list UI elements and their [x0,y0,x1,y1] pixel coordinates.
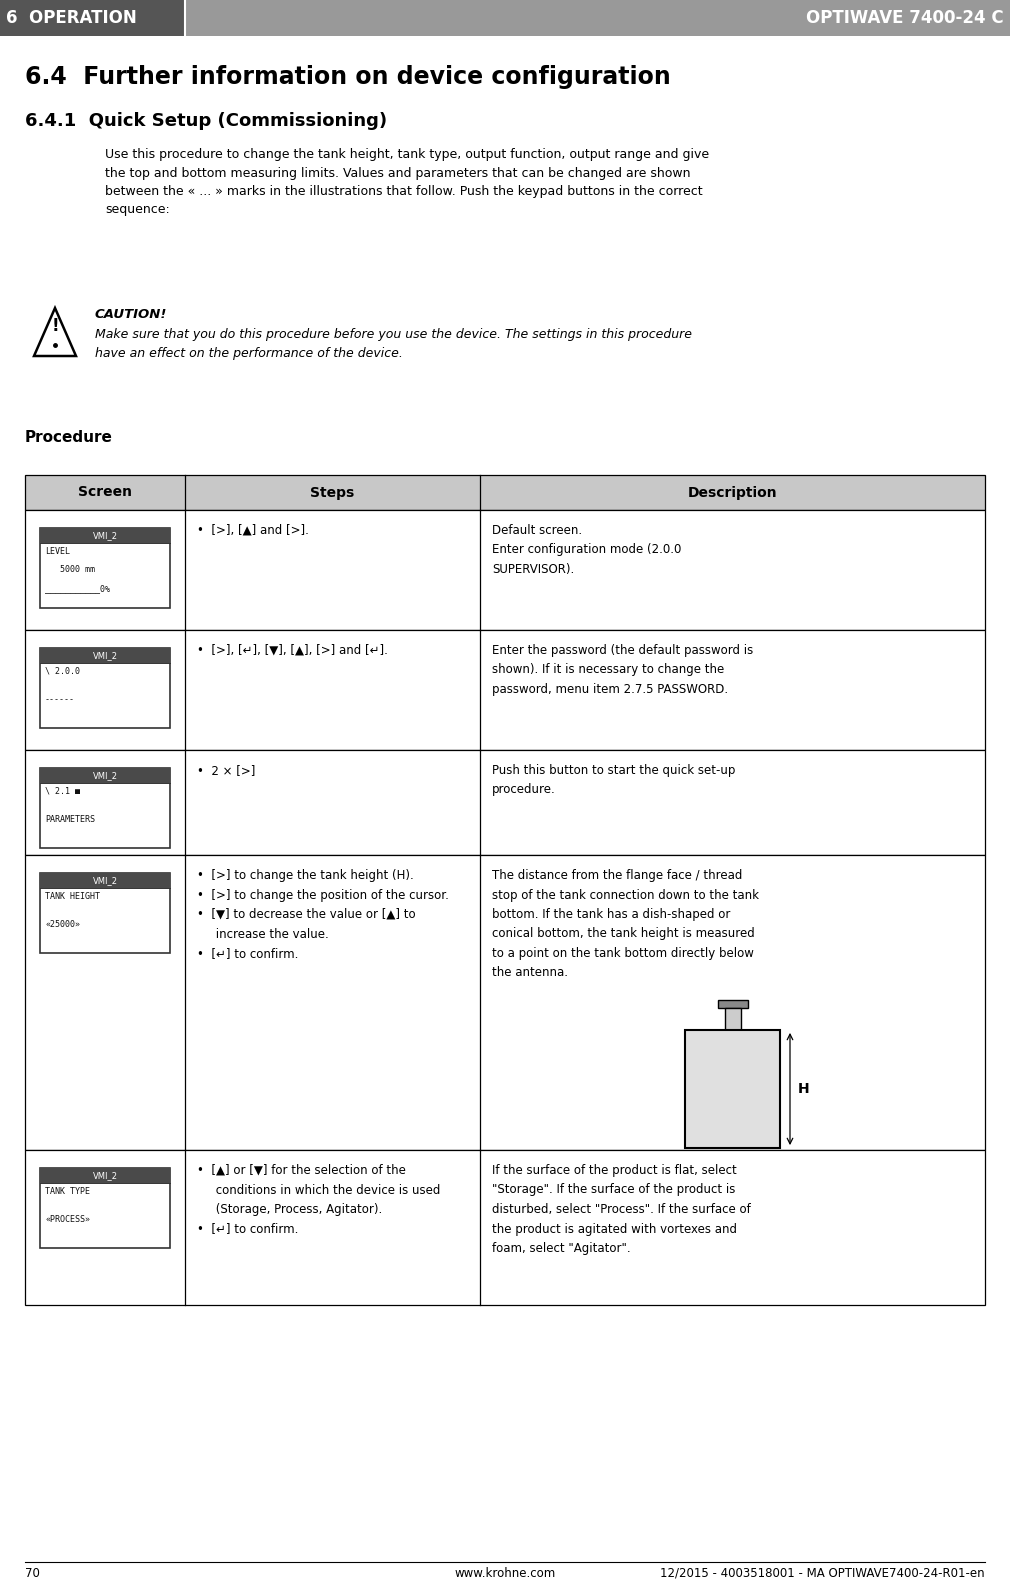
Text: •  [>] to change the tank height (H).
•  [>] to change the position of the curso: • [>] to change the tank height (H). • [… [197,869,448,959]
Bar [717,1001,747,1009]
Text: 6  OPERATION: 6 OPERATION [6,10,136,27]
Bar [25,854,985,1150]
Text: «PROCESS»: «PROCESS» [45,1214,90,1223]
Text: ___________0%: ___________0% [45,584,110,593]
Bar [685,1029,780,1149]
Text: Enter the password (the default password is
shown). If it is necessary to change: Enter the password (the default password… [492,644,753,695]
Bar [40,873,170,953]
Text: Default screen.
Enter configuration mode (2.0.0
SUPERVISOR).: Default screen. Enter configuration mode… [492,523,682,576]
Text: Screen: Screen [78,485,132,500]
Text: CAUTION!: CAUTION! [95,309,168,321]
Bar [40,648,170,663]
Bar [25,511,985,630]
Bar [40,528,170,608]
Text: ------: ------ [45,695,75,703]
Text: VMI_2: VMI_2 [93,531,117,539]
Text: VMI_2: VMI_2 [93,877,117,885]
Text: 6.4.1  Quick Setup (Commissioning): 6.4.1 Quick Setup (Commissioning) [25,111,387,130]
Bar [0,0,1010,37]
Text: •  [>], [↵], [▼], [▲], [>] and [↵].: • [>], [↵], [▼], [▲], [>] and [↵]. [197,644,388,657]
Text: 6.4  Further information on device configuration: 6.4 Further information on device config… [25,65,671,89]
Bar [724,1009,740,1029]
Bar [0,0,185,37]
Bar [40,528,170,543]
Text: 70: 70 [25,1567,39,1580]
Text: Procedure: Procedure [25,430,113,445]
Text: The distance from the flange face / thread
stop of the tank connection down to t: The distance from the flange face / thre… [492,869,759,980]
Text: Steps: Steps [310,485,355,500]
Text: Description: Description [688,485,778,500]
Text: •  [▲] or [▼] for the selection of the
     conditions in which the device is us: • [▲] or [▼] for the selection of the co… [197,1165,440,1236]
Text: If the surface of the product is flat, select
"Storage". If the surface of the p: If the surface of the product is flat, s… [492,1165,750,1255]
Bar [25,476,985,511]
Bar [25,749,985,854]
Bar [25,1150,985,1305]
Bar [40,768,170,783]
Text: LEVEL: LEVEL [45,547,70,555]
Bar [40,648,170,729]
Bar [40,1168,170,1184]
Bar [40,768,170,848]
Text: TANK HEIGHT: TANK HEIGHT [45,893,100,901]
Text: H: H [798,1082,810,1096]
Text: Push this button to start the quick set-up
procedure.: Push this button to start the quick set-… [492,764,735,797]
Text: VMI_2: VMI_2 [93,651,117,660]
Text: PARAMETERS: PARAMETERS [45,815,95,824]
Bar [40,1168,170,1247]
Text: 5000 mm: 5000 mm [45,565,95,574]
Bar [25,630,985,749]
Text: «25000»: «25000» [45,920,80,929]
Text: \ 2.0.0: \ 2.0.0 [45,667,80,676]
Text: Use this procedure to change the tank height, tank type, output function, output: Use this procedure to change the tank he… [105,148,709,216]
Text: !: ! [52,317,59,336]
Text: www.krohne.com: www.krohne.com [454,1567,556,1580]
Text: VMI_2: VMI_2 [93,772,117,780]
Text: 12/2015 - 4003518001 - MA OPTIWAVE7400-24-R01-en: 12/2015 - 4003518001 - MA OPTIWAVE7400-2… [661,1567,985,1580]
Text: VMI_2: VMI_2 [93,1171,117,1181]
Text: •  2 × [>]: • 2 × [>] [197,764,256,776]
Bar [40,873,170,888]
Text: Make sure that you do this procedure before you use the device. The settings in : Make sure that you do this procedure bef… [95,328,692,360]
Text: TANK TYPE: TANK TYPE [45,1187,90,1196]
Text: OPTIWAVE 7400-24 C: OPTIWAVE 7400-24 C [806,10,1004,27]
Text: \ 2.1 ■: \ 2.1 ■ [45,788,80,796]
Text: •  [>], [▲] and [>].: • [>], [▲] and [>]. [197,523,309,538]
